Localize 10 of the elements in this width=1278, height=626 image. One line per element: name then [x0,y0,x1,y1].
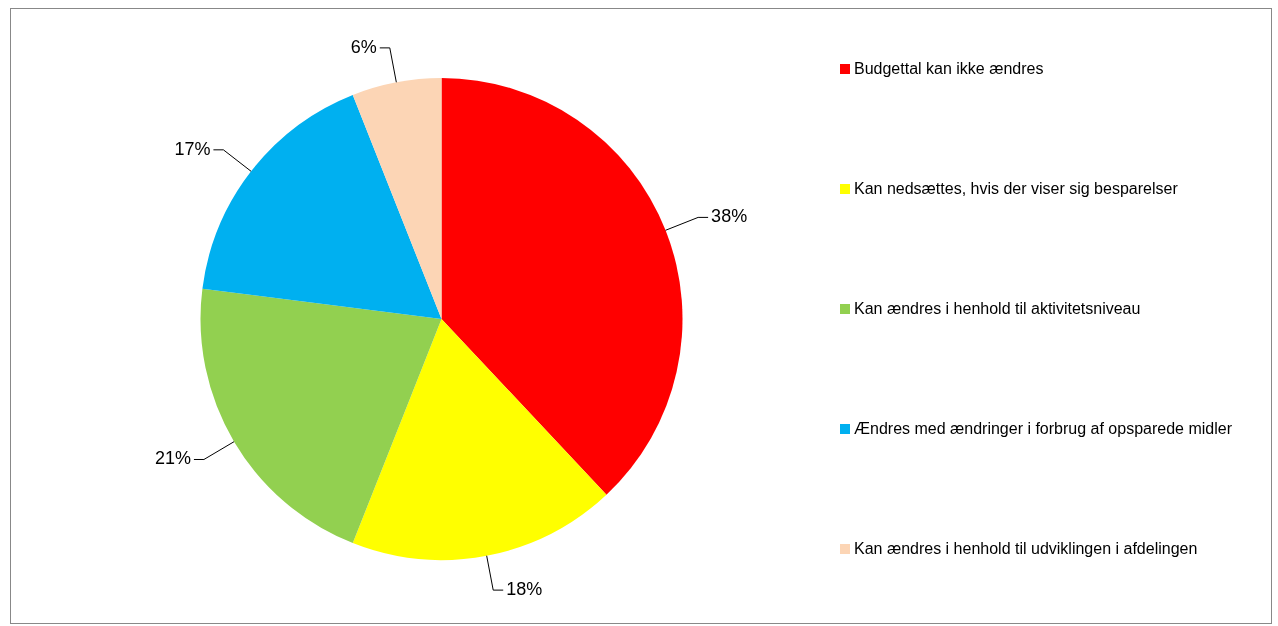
data-label: 6% [350,36,377,57]
data-label: 17% [174,138,211,159]
legend-label: Kan ændres i henhold til aktivitetsniveau [854,300,1141,318]
legend-label: Kan ændres i henhold til udviklingen i afdelingen [854,540,1198,558]
data-label: 18% [506,579,543,600]
data-label: 38% [711,206,748,227]
data-label: 21% [154,448,191,469]
legend-label: Kan nedsættes, hvis der viser sig besparelser [854,180,1178,198]
legend-label: Budgettal kan ikke ændres [854,60,1044,78]
legend-label: Ændres med ændringer i forbrug af opsparede midler [854,420,1232,438]
